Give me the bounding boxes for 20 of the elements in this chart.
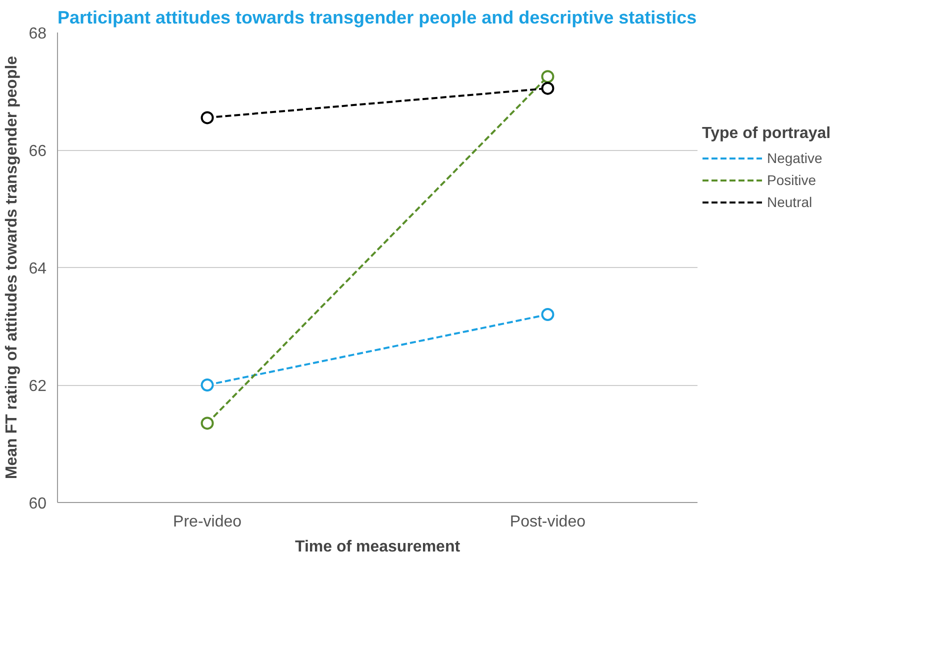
point <box>541 82 554 95</box>
point <box>541 70 554 84</box>
point <box>541 308 554 321</box>
y-tick-label: 68 <box>28 26 47 42</box>
point <box>200 416 214 430</box>
y-tick-label: 66 <box>28 143 47 160</box>
legend-label: Positive <box>767 172 816 188</box>
x-axis-title: Time of measurement <box>294 538 461 556</box>
point <box>200 378 214 392</box>
legend-title: Type of portrayal <box>702 125 831 143</box>
chart-title: Participant attitudes towards transgender people and descriptive statistics <box>58 8 697 28</box>
y-tick-label: 60 <box>28 496 47 512</box>
point <box>200 111 214 124</box>
y-axis-title: Mean FT rating of attitudes towards transgender people <box>4 56 21 480</box>
legend-label: Negative <box>767 150 822 166</box>
x-tick-label: Post-video <box>510 514 586 530</box>
y-tick-label: 64 <box>28 260 47 278</box>
y-tick-label: 62 <box>28 378 47 395</box>
x-tick-label: Pre-video <box>173 514 242 530</box>
legend-label: Neutral <box>767 194 812 210</box>
